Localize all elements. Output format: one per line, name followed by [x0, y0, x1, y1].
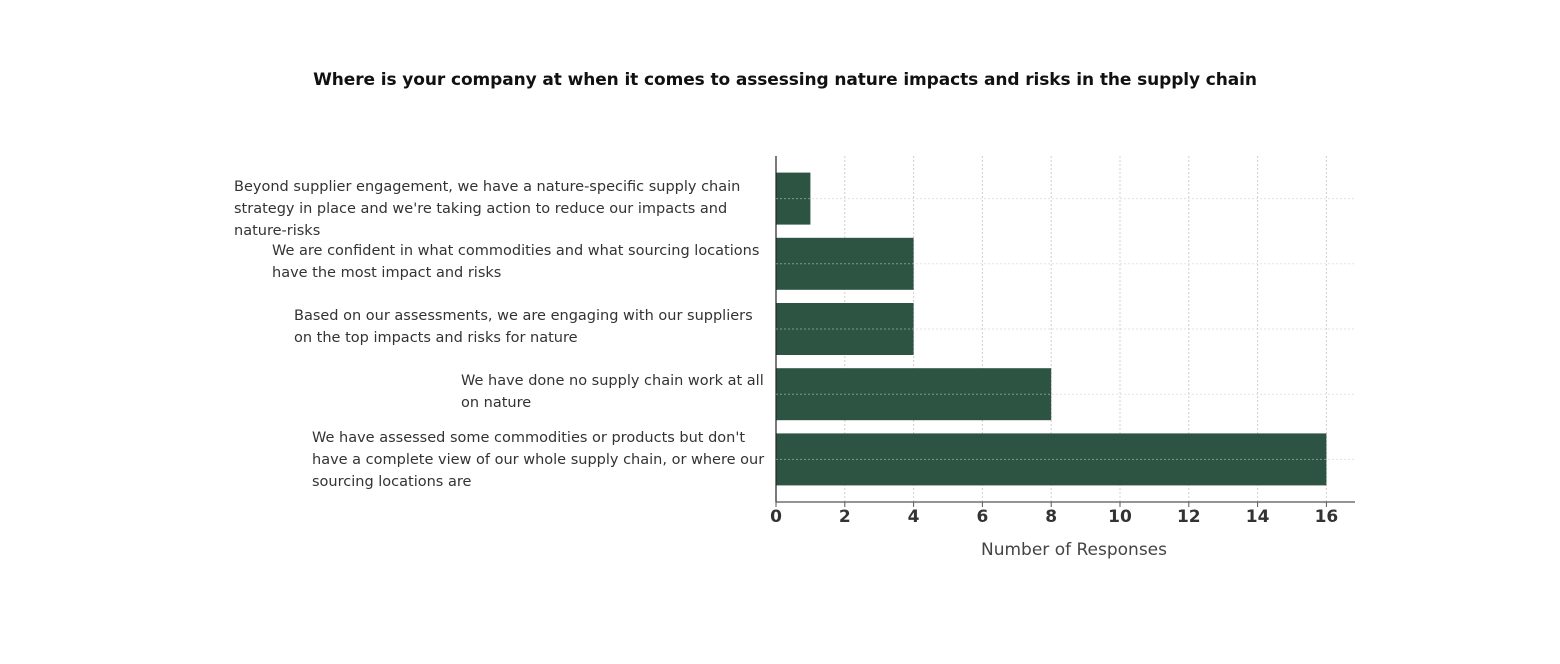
- x-axis-title: Number of Responses: [981, 540, 1167, 560]
- category-label: We are confident in what commodities and…: [272, 243, 760, 281]
- x-tick-label: 8: [1045, 507, 1057, 527]
- x-tick-label: 4: [908, 507, 920, 527]
- x-tick-label: 2: [839, 507, 851, 527]
- category-label: We have assessed some commodities or pro…: [312, 430, 765, 490]
- chart-title: Where is your company at when it comes t…: [313, 70, 1257, 90]
- x-tick-label: 16: [1315, 507, 1339, 527]
- x-tick-label: 0: [770, 507, 782, 527]
- x-tick-label: 12: [1177, 507, 1201, 527]
- x-ticks: 0 2 4 6 8 10 12 14 16: [770, 502, 1338, 527]
- x-tick-label: 10: [1108, 507, 1132, 527]
- category-label: Beyond supplier engagement, we have a na…: [234, 179, 741, 239]
- category-label: We have done no supply chain work at all…: [461, 373, 764, 411]
- category-label: Based on our assessments, we are engagin…: [294, 308, 753, 346]
- bar: [776, 433, 1327, 486]
- x-tick-label: 14: [1246, 507, 1270, 527]
- x-tick-label: 6: [976, 507, 988, 527]
